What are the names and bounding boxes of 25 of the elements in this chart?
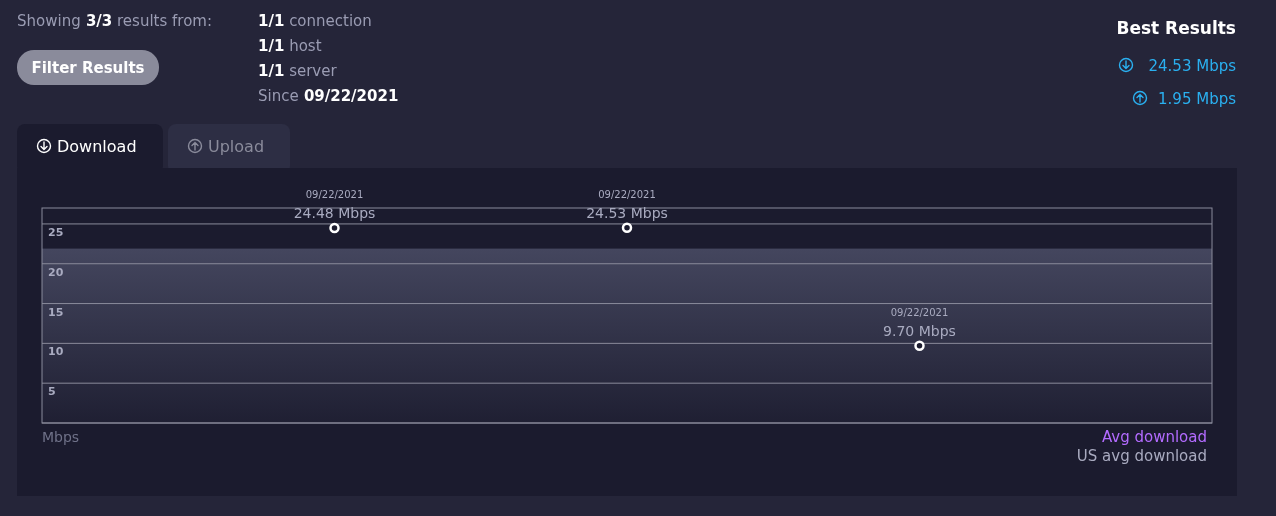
x-tick-label: 09/22/2021 bbox=[305, 189, 364, 201]
text: Best Results bbox=[1116, 18, 1236, 38]
text: 1/1 connection bbox=[258, 12, 372, 30]
y-tick-label: 20 bbox=[48, 265, 64, 279]
y-tick-label: 25 bbox=[48, 225, 64, 239]
y-tick-label: 15 bbox=[48, 305, 64, 319]
y-tick-label: 5 bbox=[48, 385, 56, 399]
text: Mbps bbox=[42, 429, 80, 445]
x-tick-label: 09/22/2021 bbox=[598, 188, 656, 200]
text: Avg download bbox=[1101, 428, 1207, 446]
text: Upload bbox=[208, 137, 265, 156]
x-tick-label: 09/22/2021 bbox=[890, 306, 949, 318]
text: 24.53 Mbps bbox=[1148, 57, 1237, 75]
text: 1/1 host bbox=[258, 37, 322, 55]
text: Download bbox=[57, 137, 137, 156]
data-label: 24.53 Mbps bbox=[586, 204, 668, 221]
text: Showing 3/3 results from: bbox=[17, 12, 213, 30]
text: Since 09/22/2021 bbox=[258, 87, 399, 105]
band-label: US avg download bbox=[1076, 447, 1207, 465]
text: 1/1 server bbox=[258, 62, 338, 80]
text: 1.95 Mbps bbox=[1158, 90, 1237, 108]
data-label: 24.48 Mbps bbox=[293, 205, 376, 222]
data-label: 9.70 Mbps bbox=[883, 322, 956, 339]
filter-button: Filter Results bbox=[17, 50, 159, 85]
y-tick-label: 10 bbox=[48, 345, 64, 359]
